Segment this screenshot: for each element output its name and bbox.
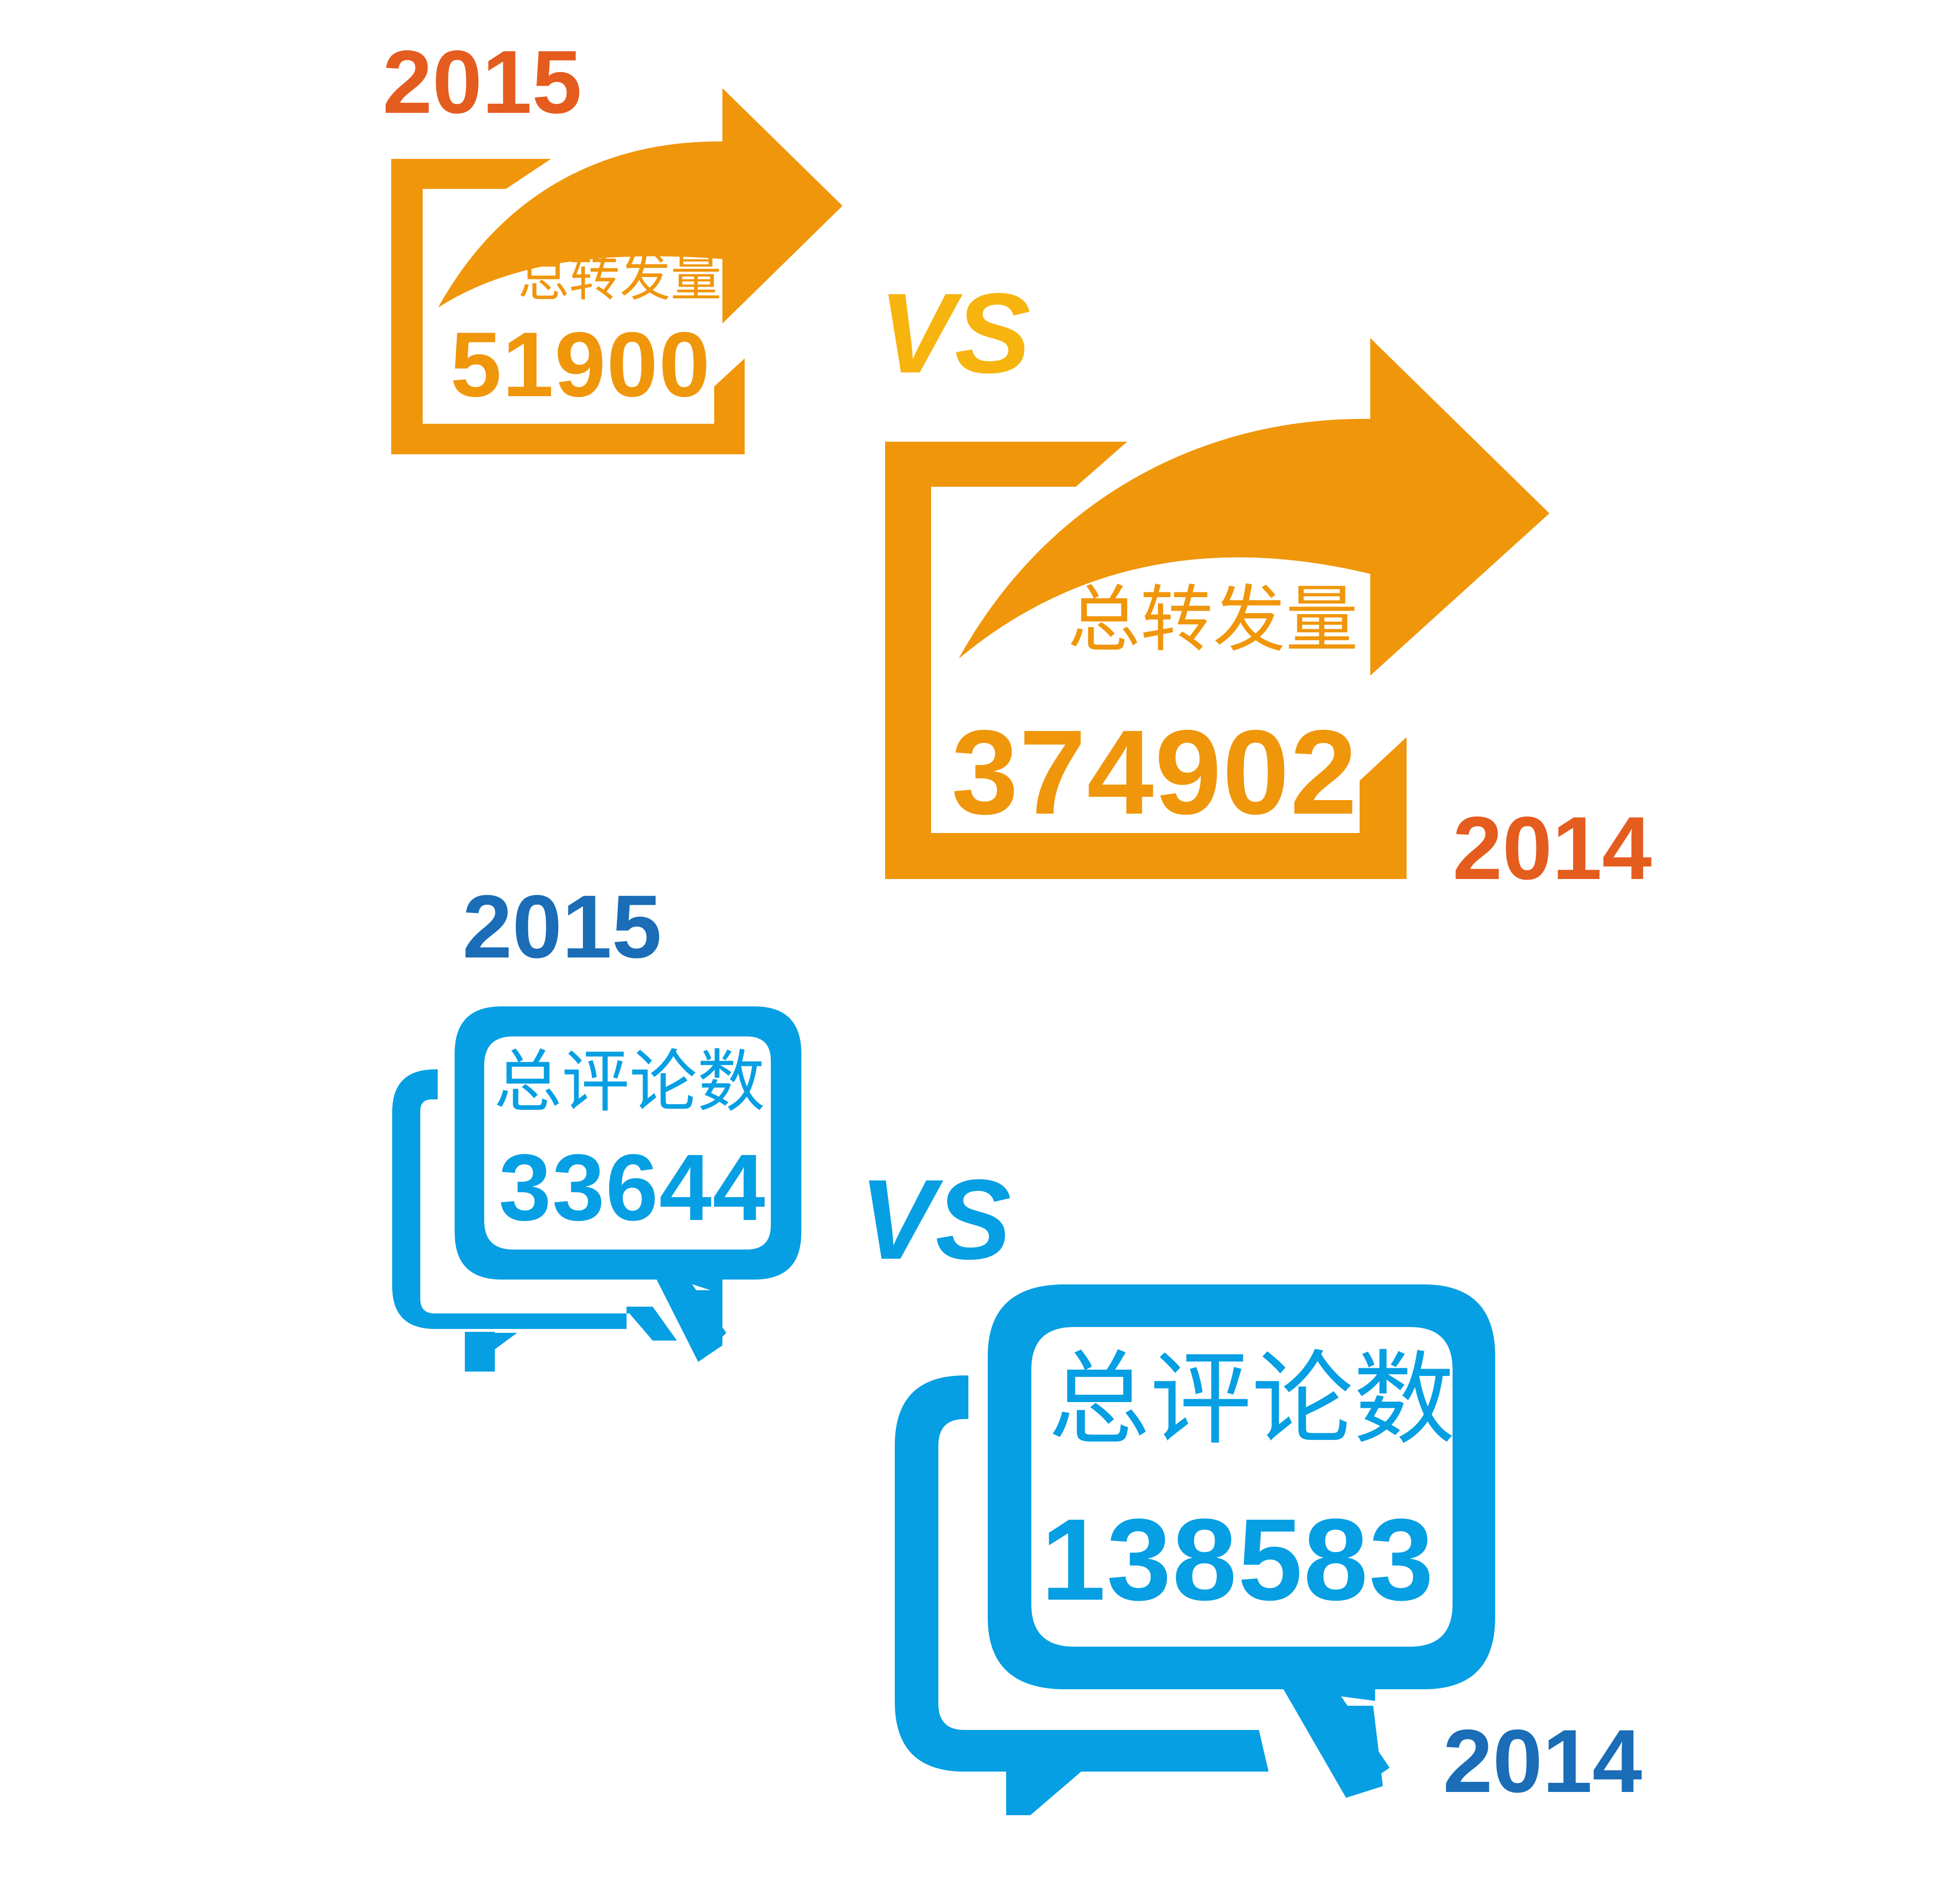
share-arrow-icon-2014: [885, 338, 1549, 879]
reposts-2014-year: 2014: [1453, 799, 1652, 898]
chat-bubbles-icon-2014: [895, 1284, 1495, 1815]
comments-2014-year: 2014: [1443, 1712, 1642, 1811]
reposts-2015-year: 2015: [383, 32, 582, 132]
reposts-2015-value: 51900: [450, 313, 711, 416]
reposts-2014-value: 374902: [951, 705, 1358, 839]
reposts-2014-label: 总转发量: [1068, 578, 1359, 662]
reposts-vs-label: VS: [879, 269, 1031, 397]
comments-2015-year: 2015: [462, 877, 662, 977]
share-arrow-icon-2015: [391, 88, 842, 454]
chat-bubbles-icon-2015: [392, 1006, 801, 1372]
comments-vs-label: VS: [859, 1156, 1011, 1283]
comments-2015-value: 33644: [499, 1135, 766, 1240]
comments-2014-label: 总评论数: [1048, 1340, 1455, 1459]
comments-2014-value: 138583: [1041, 1495, 1435, 1624]
reposts-2015-label: 总转发量: [518, 248, 722, 308]
comments-2015-label: 总评论数: [494, 1043, 766, 1122]
